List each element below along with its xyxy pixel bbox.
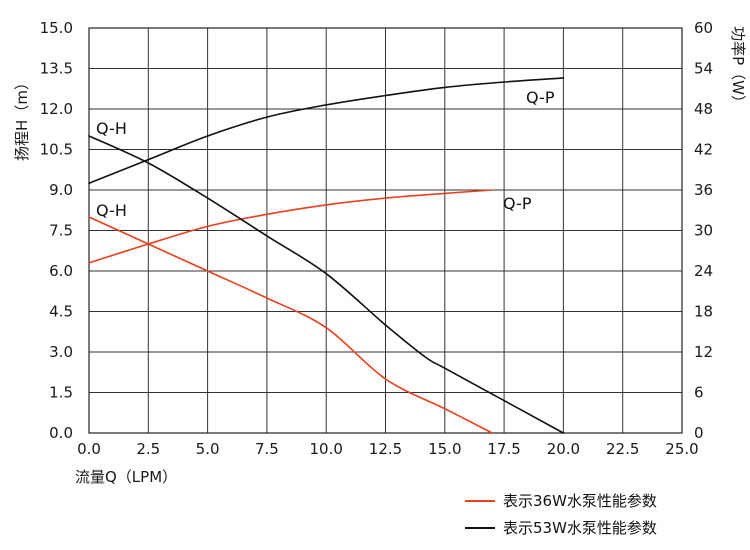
curve-labels: Q-H Q-P Q-H Q-P [96,88,555,220]
right-y-tick-label: 12 [694,343,713,361]
x-tick-label: 25.0 [665,440,698,458]
right-y-tick-label: 48 [694,100,713,118]
legend-label-36w: 表示36W水泵性能参数 [503,492,657,510]
right-y-tick-label: 0 [694,424,704,442]
series-curves [88,77,565,434]
plot-frame [88,27,683,434]
x-tick-label: 2.5 [136,440,160,458]
x-tick-label: 7.5 [255,440,279,458]
curve-q-p-53w [88,77,565,185]
x-tick-label: 22.5 [606,440,639,458]
left-y-tick-label: 9.0 [49,181,73,199]
right-y-tick-label: 18 [694,303,713,321]
left-y-tick-label: 7.5 [49,222,73,240]
x-axis-title: 流量Q（LPM） [75,468,177,486]
right-y-tick-label: 36 [694,181,713,199]
right-y-axis-title: 功率P（W） [729,26,747,110]
curve-label-q-h: Q-H [96,201,127,220]
x-tick-label: 12.5 [369,440,402,458]
right-y-tick-label: 24 [694,262,713,280]
left-y-tick-label: 10.5 [40,141,73,159]
right-y-tick-label: 6 [694,384,704,402]
left-y-axis-title: 扬程H（m） [13,75,31,161]
x-tick-labels: 0.0 2.5 5.0 7.5 10.0 12.5 15.0 17.5 20.0 22.5 25.0 [77,440,699,458]
x-tick-label: 17.5 [487,440,520,458]
left-y-tick-labels: 0.0 1.5 3.0 4.5 6.0 7.5 9.0 10.5 12.0 13.5 15.0 [40,19,73,442]
curve-label-q-p: Q-P [526,88,555,107]
left-y-tick-label: 0.0 [49,424,73,442]
right-y-tick-label: 54 [694,60,713,78]
right-y-tick-label: 30 [694,222,713,240]
right-y-tick-label: 42 [694,141,713,159]
x-tick-label: 5.0 [196,440,220,458]
right-y-tick-label: 60 [694,19,713,37]
left-y-tick-label: 15.0 [40,19,73,37]
left-y-tick-label: 13.5 [40,60,73,78]
left-y-tick-label: 4.5 [49,303,73,321]
left-y-tick-label: 12.0 [40,100,73,118]
legend: 表示36W水泵性能参数 表示53W水泵性能参数 [465,492,657,537]
curve-q-h-53w [88,135,565,434]
x-tick-label: 15.0 [428,440,461,458]
legend-label-53w: 表示53W水泵性能参数 [503,519,657,537]
left-y-tick-label: 1.5 [49,384,73,402]
curve-label-q-p: Q-P [503,194,532,213]
right-y-tick-labels: 0 6 12 18 24 30 36 42 48 54 60 [694,19,713,442]
curve-q-p-36w [88,189,493,264]
left-y-tick-label: 6.0 [49,262,73,280]
curve-q-h-36w [88,216,493,434]
curve-label-q-h: Q-H [96,119,127,138]
left-y-tick-label: 3.0 [49,343,73,361]
x-tick-label: 0.0 [77,440,101,458]
x-tick-label: 10.0 [309,440,342,458]
grid [88,27,683,434]
x-tick-label: 20.0 [547,440,580,458]
